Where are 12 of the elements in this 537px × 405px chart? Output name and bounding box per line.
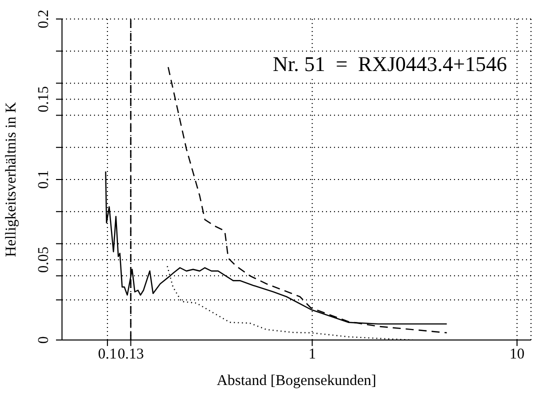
y-tick-label: 0.2 <box>36 10 52 28</box>
x-axis-title: Abstand [Bogensekunden] <box>216 373 376 389</box>
x-tick-label: 1 <box>308 346 316 363</box>
annotation: Nr. 51 = RXJ0443.4+1546 <box>272 52 507 76</box>
x-tick-label: 0.13 <box>118 346 144 363</box>
y-tick-label: 0.15 <box>36 86 52 112</box>
x-tick-label: 0.1 <box>98 346 117 363</box>
y-tick-label: 0.1 <box>36 170 52 189</box>
y-tick-label: 0 <box>36 336 52 344</box>
x-tick-label: 10 <box>510 346 525 363</box>
y-tick-label: 0.05 <box>36 246 52 273</box>
y-axis-title: Helligkeitsverhältnis in K <box>3 102 20 257</box>
